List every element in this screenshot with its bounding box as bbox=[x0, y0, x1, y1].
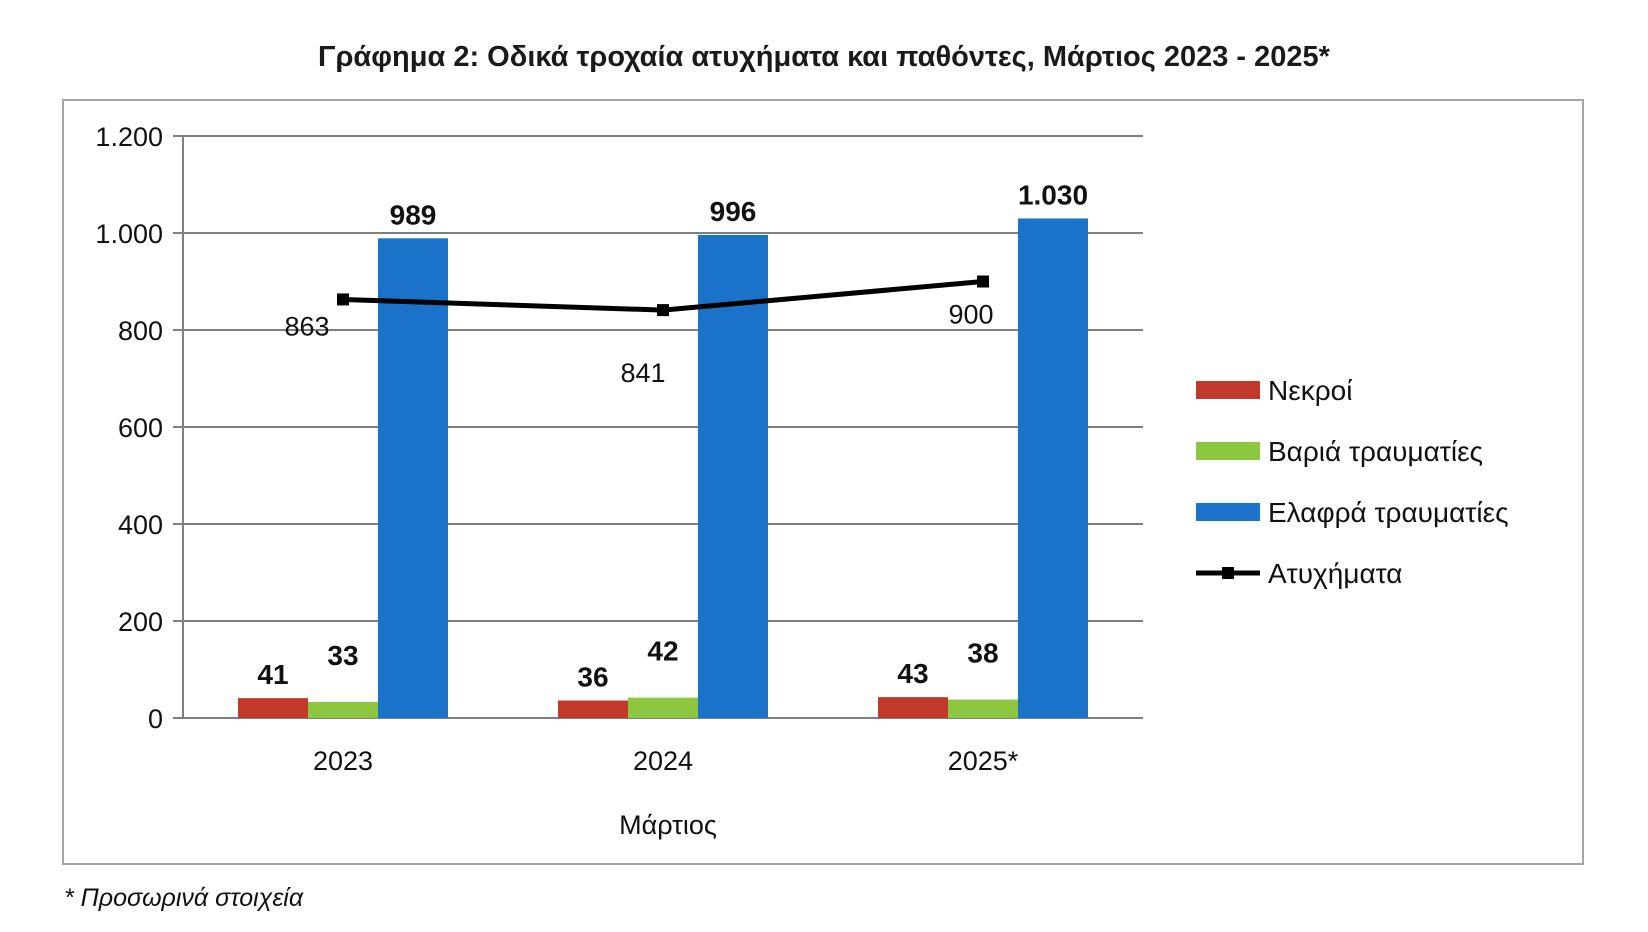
bar-value-label: 38 bbox=[967, 638, 998, 669]
y-tick-label: 1.200 bbox=[95, 122, 163, 152]
y-tick-label: 400 bbox=[118, 510, 163, 540]
bar bbox=[948, 699, 1018, 718]
line-value-label: 863 bbox=[284, 311, 329, 341]
plot-area-border bbox=[62, 99, 1584, 865]
x-tick-label: 2025* bbox=[948, 746, 1019, 776]
bar bbox=[878, 697, 948, 718]
y-tick-label: 200 bbox=[118, 607, 163, 637]
x-tick-label: 2023 bbox=[313, 746, 373, 776]
bar-value-label: 43 bbox=[897, 658, 928, 689]
y-tick-label: 0 bbox=[148, 704, 163, 734]
bar bbox=[308, 701, 378, 718]
bar bbox=[628, 697, 698, 718]
bar-value-label: 42 bbox=[647, 636, 678, 667]
bars bbox=[238, 218, 1088, 718]
legend-label: Ατυχήματα bbox=[1268, 558, 1403, 589]
legend-label: Νεκροί bbox=[1268, 375, 1352, 406]
bar-value-label: 36 bbox=[577, 662, 608, 693]
legend-label: Βαριά τραυματίες bbox=[1268, 436, 1483, 467]
y-tick-label: 1.000 bbox=[95, 219, 163, 249]
bar-value-label: 989 bbox=[390, 199, 437, 230]
legend-label: Ελαφρά τραυματίες bbox=[1268, 497, 1509, 528]
legend-swatch bbox=[1196, 442, 1260, 460]
footnote: * Προσωρινά στοιχεία bbox=[64, 884, 304, 912]
bar bbox=[238, 698, 308, 718]
chart-title: Γράφημα 2: Οδικά τροχαία ατυχήματα και π… bbox=[318, 41, 1331, 73]
y-tick-label: 800 bbox=[118, 316, 163, 346]
x-tick-label: 2024 bbox=[633, 746, 693, 776]
bar bbox=[698, 234, 768, 718]
bar bbox=[1018, 218, 1088, 718]
grid-lines bbox=[173, 135, 1143, 719]
line-marker bbox=[337, 293, 349, 306]
data-labels: 41 33 989 36 42 996 43 38 1.030 863 841 900 bbox=[257, 179, 1088, 692]
legend-swatch bbox=[1196, 381, 1260, 399]
y-tick-label: 600 bbox=[118, 413, 163, 443]
bar-value-label: 1.030 bbox=[1018, 179, 1088, 210]
x-axis-ticks: 2023 2024 2025* bbox=[313, 746, 1019, 776]
line-value-label: 841 bbox=[620, 358, 665, 388]
legend: Νεκροί Βαριά τραυματίες Ελαφρά τραυματίες Α… bbox=[1196, 375, 1509, 589]
line-series bbox=[337, 275, 989, 317]
bar-value-label: 33 bbox=[327, 640, 358, 671]
line-marker bbox=[657, 304, 669, 317]
legend-swatch bbox=[1196, 503, 1260, 521]
x-axis-title: Μάρτιος bbox=[619, 810, 717, 840]
y-axis-ticks: 0 200 400 600 800 1.000 1.200 bbox=[95, 122, 163, 734]
bar-value-label: 996 bbox=[710, 196, 757, 227]
bar-value-label: 41 bbox=[257, 659, 288, 690]
bar bbox=[378, 238, 448, 718]
bar bbox=[558, 700, 628, 718]
line-marker bbox=[977, 275, 989, 288]
legend-marker bbox=[1222, 567, 1234, 579]
line-value-label: 900 bbox=[948, 300, 993, 330]
